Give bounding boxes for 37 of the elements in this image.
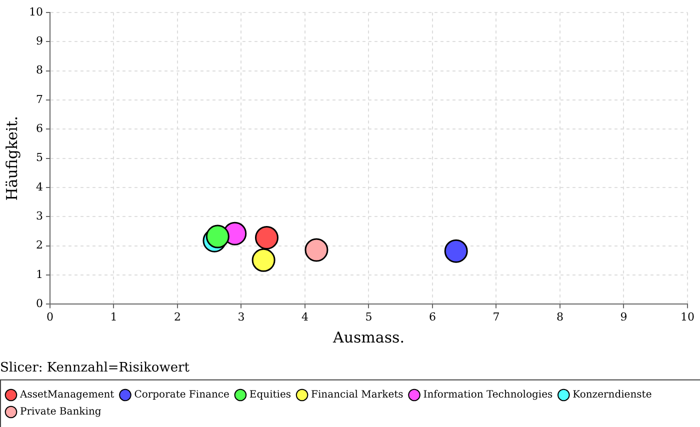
y-tick-label: 0	[36, 297, 43, 310]
point	[444, 239, 468, 263]
y-tick-label: 10	[28, 5, 43, 18]
x-tick-label: 5	[365, 310, 372, 324]
legend-label: AssetManagement	[19, 390, 114, 401]
y-tick-label: 3	[36, 210, 43, 223]
legend-label: Corporate Finance	[134, 390, 230, 401]
legend-label: Information Technologies	[423, 390, 553, 401]
x-tick-label: 4	[302, 310, 308, 324]
y-tick-label: 1	[36, 268, 43, 281]
x-tick-label: 6	[429, 310, 436, 324]
x-axis-title: Ausmass.	[332, 328, 405, 346]
x-tick-label: 9	[620, 310, 628, 324]
x-tick-label: 1	[110, 310, 118, 324]
y-axis-title: Häufigkeit.	[2, 116, 21, 201]
y-tick-label: 2	[36, 238, 43, 252]
y-tick-label: 7	[36, 92, 43, 106]
point	[206, 224, 230, 248]
point	[304, 238, 328, 262]
point	[255, 226, 278, 250]
legend-label: Financial Markets	[311, 390, 404, 401]
legend-label: Equities	[249, 390, 292, 401]
y-tick-label: 9	[36, 34, 43, 48]
y-tick-label: 6	[36, 122, 43, 136]
legend-label: Private Banking	[20, 406, 102, 418]
x-tick-label: 8	[556, 310, 564, 324]
y-tick-label: 4	[36, 180, 43, 194]
x-tick-label: 3	[238, 310, 245, 324]
x-tick-label: 10	[680, 310, 694, 324]
x-tick-label: 2	[174, 310, 181, 324]
x-tick-label: 0	[46, 310, 54, 324]
x-tick-label: 7	[492, 310, 500, 324]
point	[252, 248, 276, 272]
y-tick-label: 5	[36, 151, 43, 164]
legend-label: Konzerndienste	[572, 390, 652, 401]
y-tick-label: 8	[36, 64, 43, 77]
legend-title: Slicer: Kennzahl=Risikowert	[0, 360, 190, 376]
